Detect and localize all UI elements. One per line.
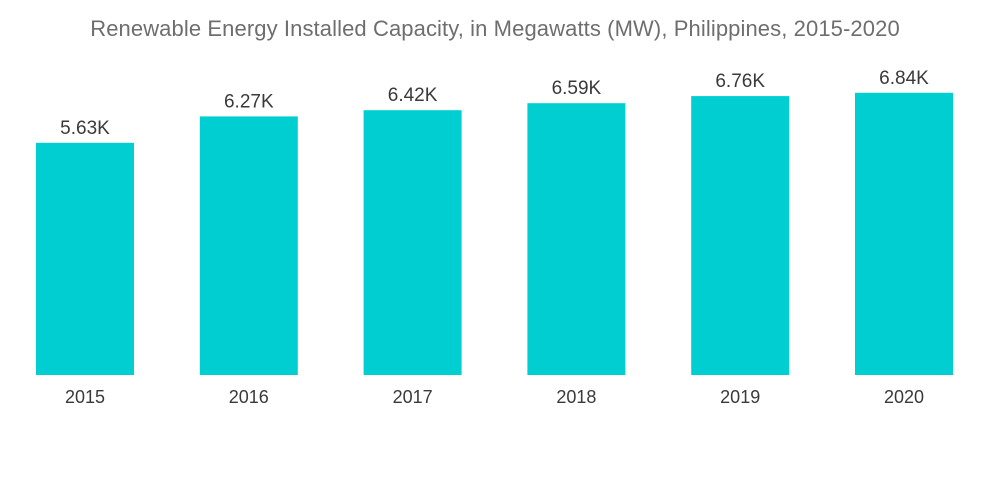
x-tick-labels-group: 2015 2016 2017 2018 2019 2020 — [65, 387, 924, 407]
bar-2015 — [36, 142, 134, 375]
data-label-2018: 6.59K — [552, 78, 602, 99]
bar-2017 — [363, 110, 462, 375]
data-label-2020: 6.84K — [879, 68, 929, 89]
data-label-2015: 5.63K — [60, 118, 110, 139]
x-tick-label-2020: 2020 — [884, 387, 924, 407]
bar-2019 — [691, 96, 790, 375]
x-tick-label-2019: 2019 — [720, 387, 760, 407]
bar-2018 — [527, 103, 626, 375]
data-label-2017: 6.42K — [388, 85, 438, 106]
data-label-2019: 6.76K — [715, 71, 765, 92]
chart-title: Renewable Energy Installed Capacity, in … — [90, 16, 900, 41]
x-tick-label-2018: 2018 — [556, 387, 596, 407]
x-tick-label-2015: 2015 — [65, 387, 105, 407]
bar-2016 — [199, 116, 298, 376]
x-tick-label-2016: 2016 — [229, 387, 269, 407]
x-tick-label-2017: 2017 — [393, 387, 433, 407]
bars-group — [36, 92, 953, 376]
data-labels-group: 5.63K 6.27K 6.42K 6.59K 6.76K 6.84K — [60, 68, 929, 139]
data-label-2016: 6.27K — [224, 91, 274, 112]
bar-2020 — [855, 92, 953, 376]
